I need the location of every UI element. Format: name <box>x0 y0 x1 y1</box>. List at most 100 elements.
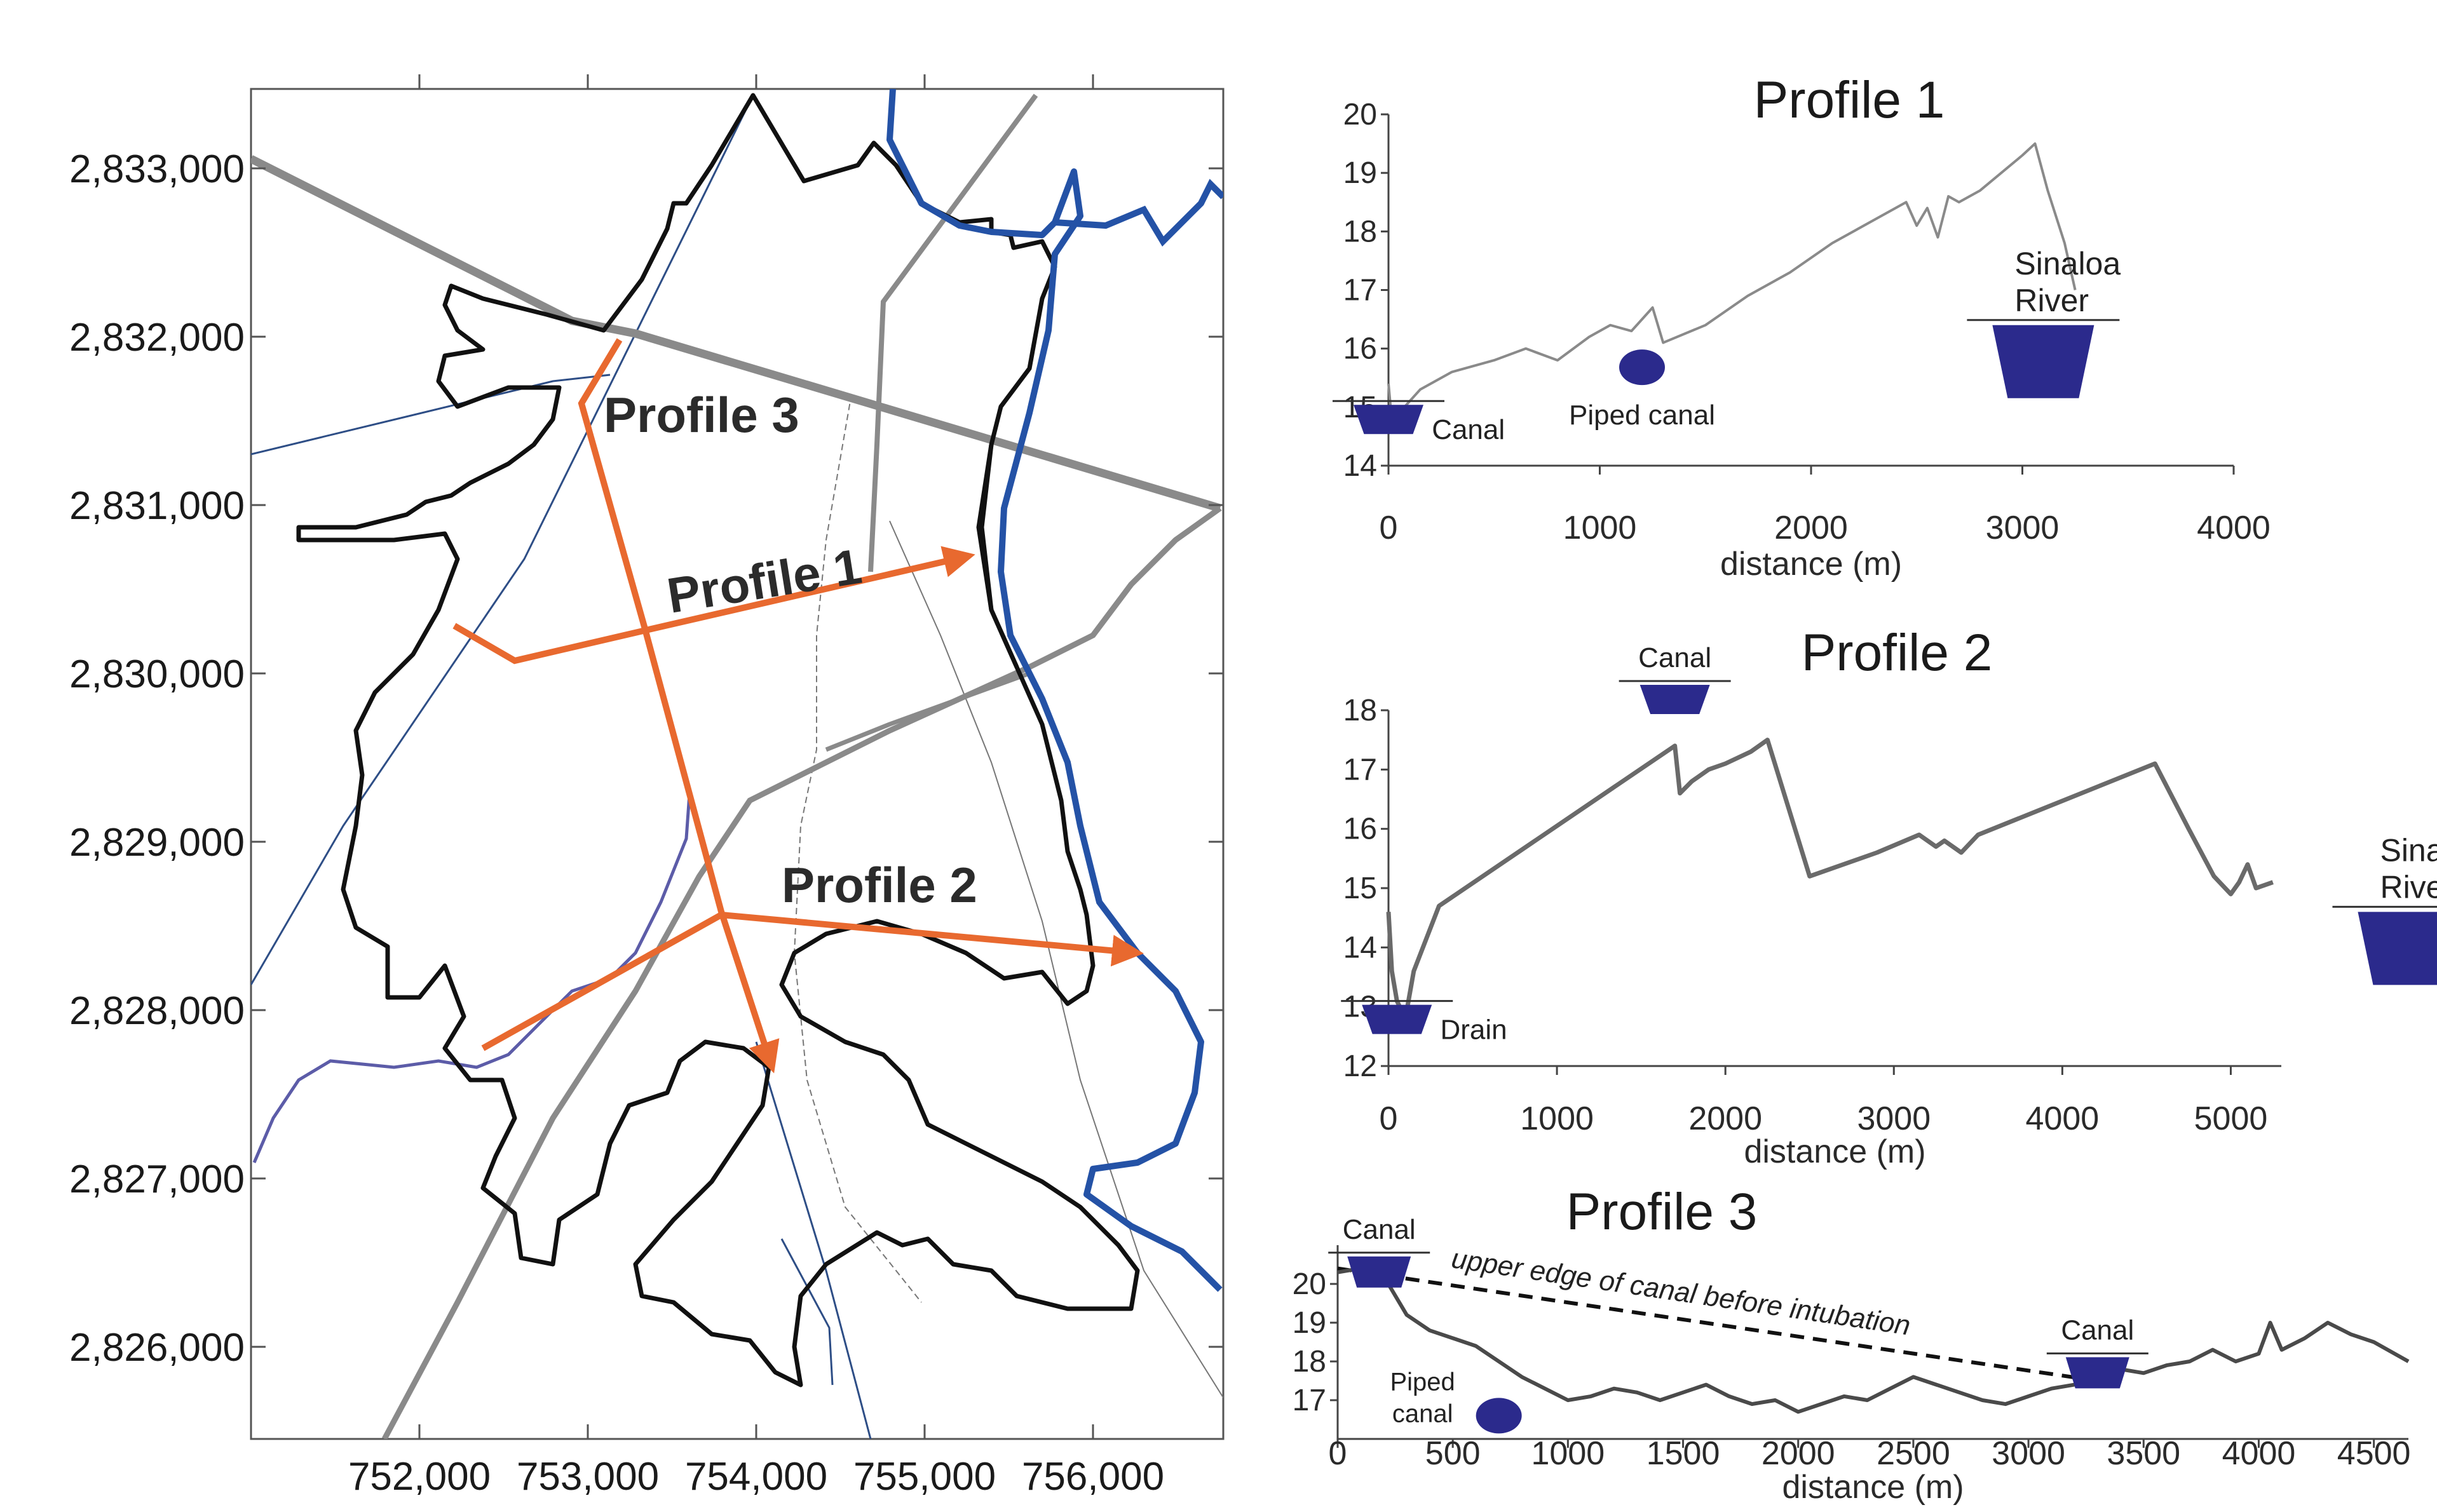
map-y-label: 2,832,000 <box>69 316 245 360</box>
x-tick-label: 4000 <box>2222 1435 2296 1472</box>
y-tick-label: 18 <box>1343 215 1377 248</box>
y-tick-label: 20 <box>1343 98 1377 132</box>
profile-3-route <box>578 338 780 1074</box>
feature-label: Canal <box>1343 1214 1416 1245</box>
profile-2-route <box>481 911 1144 1051</box>
map-y-label: 2,831,000 <box>69 484 245 528</box>
y-tick-label: 17 <box>1343 274 1377 307</box>
map-x-label: 754,000 <box>685 1455 827 1499</box>
road <box>382 506 1222 1439</box>
feature-label: River <box>2014 283 2089 318</box>
x-tick-label: 3000 <box>1992 1435 2065 1472</box>
x-tick-label: 0 <box>1380 1100 1398 1137</box>
x-tick-label: 1000 <box>1563 510 1637 546</box>
canal-symbol <box>1354 405 1423 435</box>
feature-label: River <box>2380 869 2437 905</box>
sinaloa-river-branch <box>1054 179 1223 247</box>
map-y-label: 2,829,000 <box>69 821 245 865</box>
x-tick-label: 1000 <box>1520 1100 1594 1137</box>
x-axis-title: distance (m) <box>1782 1469 1964 1506</box>
x-tick-label: 1500 <box>1646 1435 1720 1472</box>
profile-1-route <box>452 546 975 665</box>
profile-3-chart: Profile 3 17 18 19 20 0 500 1000 1500 2000 2500 300… <box>1293 1183 2411 1506</box>
y-tick-label: 18 <box>1293 1345 1326 1379</box>
y-tick-label: 17 <box>1343 753 1377 786</box>
map-y-label: 2,828,000 <box>69 989 245 1033</box>
thin-blue-line <box>251 374 611 456</box>
profile-1-title: Profile 1 <box>1754 71 1945 129</box>
canal-symbol <box>1347 1256 1411 1288</box>
y-tick-label: 16 <box>1343 332 1377 366</box>
piped-canal-symbol <box>1476 1398 1522 1434</box>
x-tick-label: 1000 <box>1531 1435 1605 1472</box>
x-tick-label: 5000 <box>2194 1100 2268 1137</box>
river-symbol <box>2358 912 2437 985</box>
piped-canal-symbol <box>1619 349 1665 386</box>
x-tick-label: 0 <box>1380 510 1398 546</box>
x-tick-label: 3000 <box>1857 1100 1931 1137</box>
feature-label: Canal <box>2061 1314 2134 1346</box>
y-tick-label: 16 <box>1343 813 1377 846</box>
canal-symbol <box>2065 1357 2129 1389</box>
map-y-label: 2,833,000 <box>69 147 245 191</box>
map-y-label: 2,830,000 <box>69 652 245 696</box>
y-tick-label: 17 <box>1293 1384 1326 1417</box>
x-tick-label: 2000 <box>1762 1435 1835 1472</box>
thin-blue-line <box>755 1041 872 1439</box>
feature-label: Piped canal <box>1569 400 1715 431</box>
feature-label: Canal <box>1638 642 1711 673</box>
sinaloa-river <box>886 89 1223 1292</box>
map-x-label: 752,000 <box>348 1455 491 1499</box>
feature-label: canal <box>1392 1400 1453 1428</box>
thin-road <box>889 520 1223 1398</box>
x-tick-label: 2000 <box>1774 510 1848 546</box>
thin-blue-line <box>780 1238 834 1386</box>
x-tick-label: 0 <box>1329 1435 1347 1472</box>
y-tick-label: 20 <box>1293 1267 1326 1301</box>
profile-1-line <box>1387 142 2077 421</box>
thin-blue-line <box>251 95 754 985</box>
y-tick-label: 18 <box>1343 694 1377 727</box>
x-tick-label: 2000 <box>1688 1100 1762 1137</box>
y-tick-label: 14 <box>1343 449 1377 483</box>
x-tick-label: 3500 <box>2107 1435 2180 1472</box>
feature-label: Drain <box>1440 1015 1507 1046</box>
map-ticks <box>251 74 1223 1439</box>
profile-2-line <box>1386 738 2274 1021</box>
stream <box>252 793 691 1163</box>
map-x-label: 753,000 <box>517 1455 659 1499</box>
map-x-label: 756,000 <box>1022 1455 1164 1499</box>
feature-label: Canal <box>1432 414 1505 445</box>
x-tick-label: 500 <box>1425 1435 1481 1472</box>
y-tick-label: 15 <box>1343 872 1377 905</box>
map-profile-2-label: Profile 2 <box>782 857 977 913</box>
y-tick-label: 19 <box>1343 156 1377 190</box>
y-tick-label: 12 <box>1343 1050 1377 1083</box>
x-tick-label: 4000 <box>2197 510 2271 546</box>
x-axis-title: distance (m) <box>1744 1133 1925 1170</box>
river-symbol <box>1992 325 2094 398</box>
urban-boundary <box>296 93 1140 1387</box>
x-tick-label: 4500 <box>2337 1435 2411 1472</box>
canal-symbol <box>1639 685 1710 714</box>
road <box>868 93 1038 572</box>
profile-3-line <box>1337 1266 2410 1414</box>
feature-label: Sinaloa <box>2014 246 2121 281</box>
reference-line <box>1337 1266 2098 1383</box>
x-tick-label: 3000 <box>1986 510 2060 546</box>
reference-line-label: upper edge of canal before intubation <box>1449 1243 1912 1341</box>
map-y-label: 2,827,000 <box>69 1158 245 1201</box>
map-y-label: 2,826,000 <box>69 1326 245 1370</box>
road <box>825 671 1031 752</box>
map-frame <box>250 88 1225 1440</box>
y-tick-label: 19 <box>1293 1306 1326 1340</box>
profile-2-title: Profile 2 <box>1802 624 1993 682</box>
map-profile-3-label: Profile 3 <box>604 387 799 443</box>
canal-symbol <box>1362 1004 1432 1034</box>
feature-label: Sinaloa <box>2380 832 2437 868</box>
x-tick-label: 2500 <box>1877 1435 1950 1472</box>
x-tick-label: 4000 <box>2026 1100 2100 1137</box>
profile-1-chart: Profile 11415161718192001000200030004000… <box>1333 71 2271 583</box>
